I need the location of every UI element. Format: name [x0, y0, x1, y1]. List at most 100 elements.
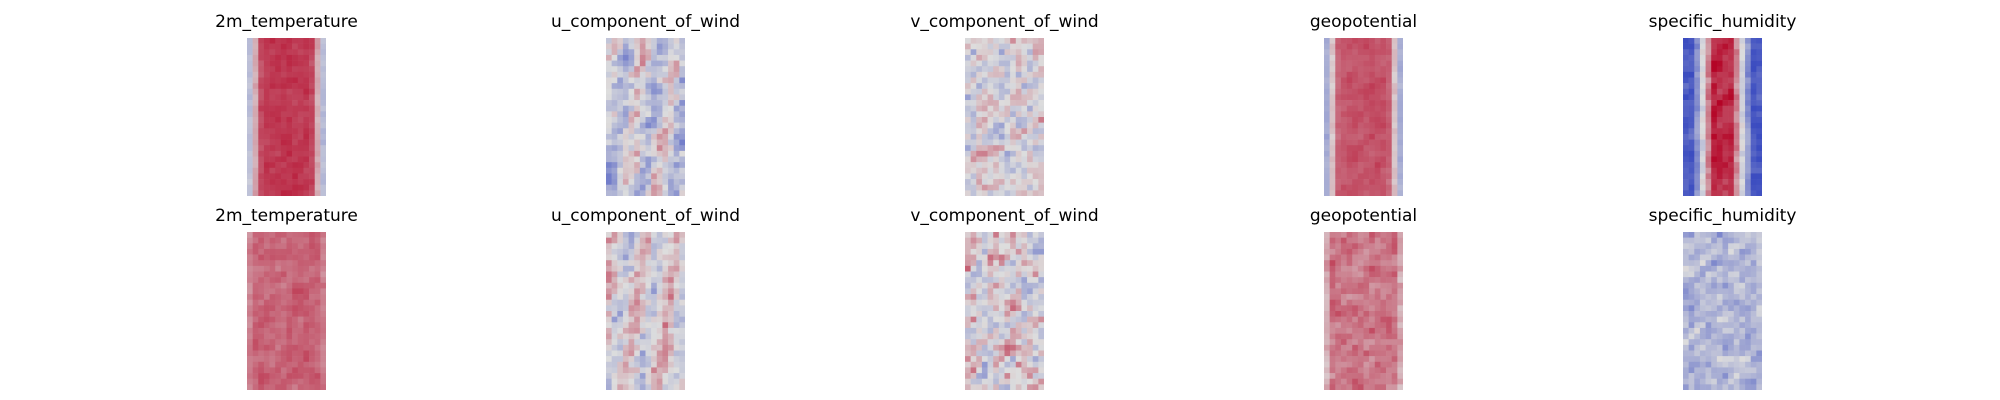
heatmap-cell: [998, 265, 1005, 272]
heatmap-cell: [617, 156, 624, 163]
heatmap-cell: [1711, 327, 1718, 334]
heatmap-cell: [965, 145, 971, 152]
heatmap-cell: [1728, 356, 1735, 363]
heatmap-cell: [252, 38, 259, 44]
heatmap-cell: [1340, 237, 1347, 244]
heatmap-cell: [1324, 128, 1330, 135]
heatmap-cell: [606, 311, 612, 317]
heatmap-cell: [645, 167, 652, 174]
heatmap-cell: [611, 260, 618, 267]
heatmap-cell: [1716, 316, 1723, 323]
heatmap-cell: [1369, 162, 1376, 169]
heatmap-cell: [258, 139, 265, 146]
heatmap-cell: [1688, 378, 1695, 385]
heatmap-cell: [263, 243, 270, 250]
heatmap-cell: [1739, 248, 1746, 255]
heatmap-cell: [1329, 277, 1336, 284]
heatmap-cell: [269, 139, 276, 146]
heatmap-cell: [1722, 294, 1729, 301]
heatmap-cell: [970, 43, 977, 50]
heatmap-cell: [1324, 111, 1330, 118]
heatmap-cell: [656, 162, 663, 169]
heatmap-cell: [297, 248, 304, 255]
heatmap-cell: [1335, 179, 1342, 186]
heatmap-cell: [1329, 105, 1336, 112]
heatmap-cell: [1694, 167, 1701, 174]
heatmap-cell: [1335, 156, 1342, 163]
heatmap-cell: [1335, 294, 1342, 301]
heatmap-cell: [275, 162, 282, 169]
heatmap-cell: [965, 94, 971, 101]
heatmap-cell: [286, 122, 293, 129]
heatmap-cell: [1340, 38, 1347, 44]
heatmap-cell: [1728, 122, 1735, 129]
heatmap-cell: [1397, 237, 1403, 244]
heatmap-cell: [611, 327, 618, 334]
heatmap-cell: [970, 117, 977, 123]
heatmap-cell: [1027, 311, 1034, 317]
heatmap-cell: [1346, 105, 1353, 112]
heatmap-cell: [292, 237, 299, 244]
heatmap-cell: [1027, 282, 1034, 289]
heatmap-cell: [280, 77, 287, 84]
heatmap-cell: [987, 150, 994, 157]
heatmap-cell: [269, 43, 276, 50]
heatmap-cell: [970, 150, 977, 157]
heatmap-cell: [1324, 356, 1330, 363]
heatmap-cell: [1694, 83, 1701, 90]
heatmap-cell: [1722, 150, 1729, 157]
heatmap-cell: [1380, 294, 1387, 301]
heatmap-cell: [280, 117, 287, 123]
heatmap-cell: [673, 378, 680, 385]
heatmap-cell: [662, 94, 669, 101]
heatmap-cell: [263, 94, 270, 101]
heatmap-cell: [1739, 38, 1746, 44]
heatmap-cell: [1032, 83, 1039, 90]
heatmap-cell: [1335, 316, 1342, 323]
heatmap-cell: [639, 378, 646, 385]
heatmap-cell: [1357, 88, 1364, 95]
heatmap-cell: [981, 60, 988, 67]
heatmap-cell: [656, 299, 663, 306]
heatmap-cell: [1705, 71, 1712, 78]
heatmap-cell: [1010, 361, 1017, 368]
heatmap-cell: [976, 232, 983, 238]
heatmap-cell: [1032, 277, 1039, 284]
heatmap-cell: [611, 105, 618, 112]
heatmap-cell: [1015, 71, 1022, 78]
heatmap-cell: [611, 83, 618, 90]
heatmap-cell: [1346, 77, 1353, 84]
heatmap-cell: [965, 111, 971, 118]
heatmap-cell: [1716, 248, 1723, 255]
heatmap-cell: [673, 373, 680, 380]
heatmap-cell: [269, 232, 276, 238]
heatmap-cell: [292, 122, 299, 129]
heatmap-cell: [1027, 248, 1034, 255]
heatmap-cell: [1756, 77, 1762, 84]
heatmap-cell: [1683, 288, 1689, 295]
heatmap-cell: [1021, 66, 1028, 73]
heatmap-cell: [662, 54, 669, 61]
heatmap-cell: [645, 128, 652, 135]
heatmap-cell: [606, 94, 612, 101]
heatmap-cell: [1038, 145, 1044, 152]
heatmap-cell: [1340, 162, 1347, 169]
heatmap-cell: [292, 167, 299, 174]
heatmap-cell: [1357, 173, 1364, 180]
heatmap-cell: [247, 105, 253, 112]
heatmap-cell: [1004, 66, 1011, 73]
heatmap-cell: [981, 150, 988, 157]
heatmap-cell: [1369, 111, 1376, 118]
heatmap-cell: [297, 66, 304, 73]
heatmap-cell: [1711, 248, 1718, 255]
heatmap-cell: [1346, 162, 1353, 169]
heatmap-cell: [628, 260, 635, 267]
heatmap-cell: [662, 350, 669, 357]
heatmap-cell: [622, 260, 629, 267]
heatmap-cell: [303, 260, 310, 267]
heatmap-cell: [320, 156, 326, 163]
heatmap-cell: [673, 43, 680, 50]
heatmap-cell: [1346, 344, 1353, 351]
heatmap-cell: [1021, 179, 1028, 186]
